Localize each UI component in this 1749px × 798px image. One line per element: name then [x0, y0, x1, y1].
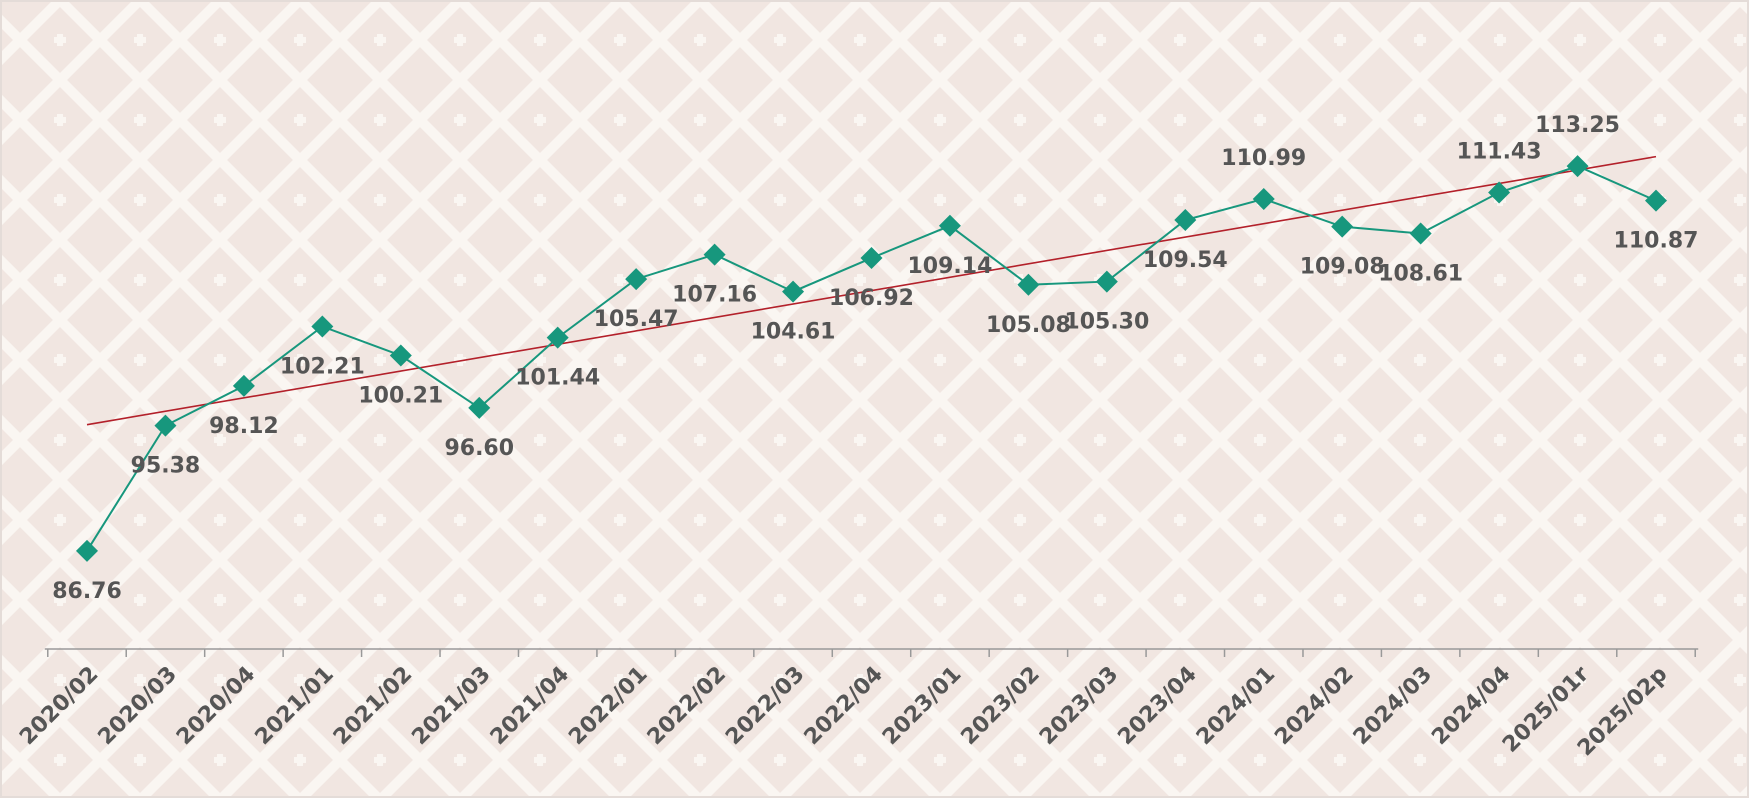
marker: [389, 344, 412, 367]
data-label: 111.43: [1457, 140, 1542, 165]
data-label: 109.08: [1300, 255, 1385, 280]
marker: [232, 374, 255, 397]
marker: [1409, 222, 1432, 245]
marker: [703, 243, 726, 266]
marker: [1252, 187, 1275, 210]
data-label: 110.99: [1221, 146, 1306, 171]
marker: [1331, 215, 1354, 238]
data-label: 113.25: [1535, 113, 1620, 138]
marker: [782, 280, 805, 303]
data-label: 98.12: [209, 414, 279, 439]
data-label: 107.16: [672, 283, 757, 308]
data-label: 104.61: [751, 320, 836, 345]
data-label: 106.92: [829, 286, 914, 311]
data-label: 96.60: [444, 436, 514, 461]
data-label: 105.30: [1064, 310, 1149, 335]
data-label: 108.61: [1378, 262, 1463, 287]
data-label: 101.44: [515, 366, 600, 391]
marker: [76, 539, 98, 562]
data-label: 86.76: [52, 579, 122, 604]
marker: [1645, 189, 1667, 212]
marker: [1017, 273, 1040, 296]
marker: [468, 396, 491, 419]
marker: [625, 268, 648, 291]
marker: [546, 326, 569, 349]
data-label: 105.47: [594, 307, 679, 332]
data-label: 109.54: [1143, 248, 1228, 273]
marker: [311, 315, 334, 338]
marker: [1488, 181, 1511, 204]
data-label: 95.38: [131, 454, 201, 479]
data-label: 110.87: [1614, 229, 1699, 254]
data-label: 109.14: [907, 254, 992, 279]
data-label: 105.08: [986, 313, 1071, 338]
marker: [860, 247, 883, 270]
trendline: [86, 155, 1657, 426]
marker: [1095, 270, 1118, 293]
data-label: 102.21: [280, 354, 365, 379]
data-label: 100.21: [358, 383, 443, 408]
marker: [154, 414, 177, 437]
marker: [1174, 208, 1197, 231]
marker: [938, 214, 961, 237]
marker: [1566, 155, 1589, 178]
